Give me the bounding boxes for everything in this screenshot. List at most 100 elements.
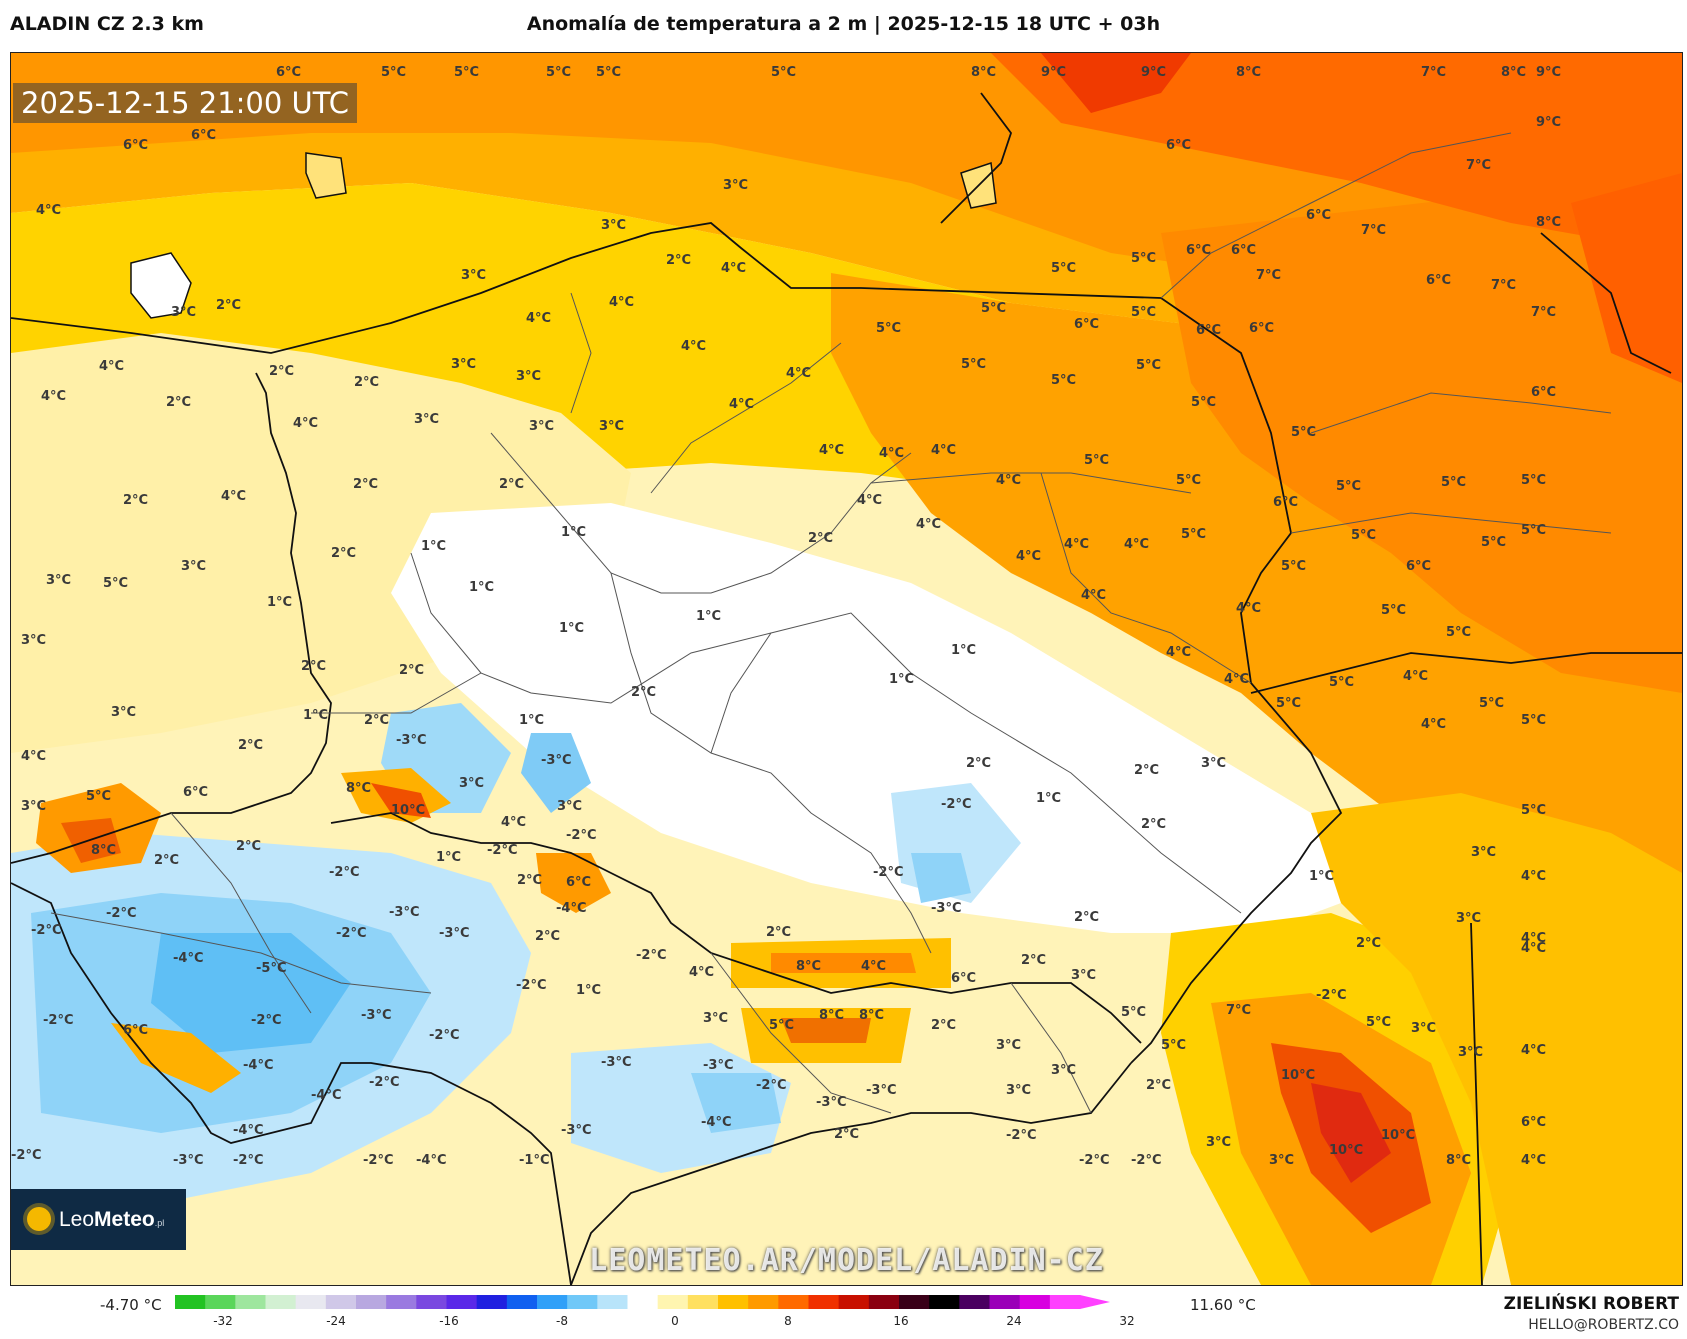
temperature-anomaly-map[interactable]: 2025-12-15 21:00 UTC 6°C 5°C 5°C 5°C 5°C 5°C 8… bbox=[10, 52, 1683, 1286]
temperature-label: 4°C bbox=[1224, 672, 1250, 687]
colorbar-max-label: 11.60 °C bbox=[1190, 1296, 1256, 1314]
temperature-label: 1°C bbox=[559, 621, 585, 636]
temperature-label: -3°C bbox=[173, 1153, 204, 1168]
temperature-label: 5°C bbox=[1521, 713, 1547, 728]
temperature-label: 3°C bbox=[461, 268, 487, 283]
temperature-label: -3°C bbox=[389, 905, 420, 920]
temperature-label: 5°C bbox=[1121, 1005, 1147, 1020]
temperature-label: 1°C bbox=[696, 609, 722, 624]
temperature-label: 8°C bbox=[1236, 65, 1262, 80]
temperature-label: 9°C bbox=[1141, 65, 1167, 80]
temperature-label: 2°C bbox=[766, 925, 792, 940]
temperature-label: 6°C bbox=[1426, 273, 1452, 288]
temperature-label: 5°C bbox=[1329, 675, 1355, 690]
temperature-label: 2°C bbox=[154, 853, 180, 868]
temperature-label: 8°C bbox=[859, 1008, 885, 1023]
temperature-label: 4°C bbox=[1521, 941, 1547, 956]
temperature-label: 2°C bbox=[1356, 936, 1382, 951]
temperature-label: 4°C bbox=[916, 517, 942, 532]
temperature-label: 6°C bbox=[1196, 323, 1222, 338]
temperature-label: -2°C bbox=[756, 1078, 787, 1093]
temperature-label: 3°C bbox=[601, 218, 627, 233]
temperature-label: 6°C bbox=[183, 785, 209, 800]
author-name: ZIELIŃSKI ROBERT bbox=[1503, 1294, 1679, 1314]
temperature-label: 5°C bbox=[1479, 696, 1505, 711]
sun-icon bbox=[27, 1207, 51, 1231]
temperature-label: 7°C bbox=[1361, 223, 1387, 238]
temperature-label: 6°C bbox=[566, 875, 592, 890]
temperature-label: 1°C bbox=[469, 580, 495, 595]
temperature-label: 2°C bbox=[238, 738, 264, 753]
colorbar-segment bbox=[597, 1295, 628, 1309]
author-email: HELLO@ROBERTZ.CO bbox=[1528, 1317, 1679, 1333]
temperature-label: 5°C bbox=[1481, 535, 1507, 550]
temperature-label: 5°C bbox=[1181, 527, 1207, 542]
temperature-label: 6°C bbox=[1186, 243, 1212, 258]
temperature-label: 3°C bbox=[1456, 911, 1482, 926]
temperature-label: 3°C bbox=[414, 412, 440, 427]
temperature-label: -2°C bbox=[11, 1148, 42, 1163]
temperature-label: 5°C bbox=[1366, 1015, 1392, 1030]
temperature-label: 1°C bbox=[1309, 869, 1335, 884]
temperature-label: 5°C bbox=[1521, 473, 1547, 488]
colorbar-arrow-end bbox=[1080, 1295, 1110, 1309]
leometeo-logo[interactable]: LeoMeteo.pl bbox=[11, 1189, 186, 1250]
temperature-label: 2°C bbox=[1074, 910, 1100, 925]
anomaly-field bbox=[11, 53, 1682, 1285]
temperature-label: 6°C bbox=[1074, 317, 1100, 332]
temperature-label: 5°C bbox=[381, 65, 407, 80]
temperature-label: -3°C bbox=[816, 1095, 847, 1110]
colorbar-segment bbox=[386, 1295, 417, 1309]
temperature-label: -3°C bbox=[561, 1123, 592, 1138]
colorbar-tick-label: -32 bbox=[213, 1314, 233, 1328]
temperature-label: 4°C bbox=[1081, 588, 1107, 603]
temperature-label: 5°C bbox=[546, 65, 572, 80]
temperature-label: 4°C bbox=[36, 203, 62, 218]
colorbar-min-label: -4.70 °C bbox=[100, 1296, 162, 1314]
temperature-label: 2°C bbox=[1146, 1078, 1172, 1093]
temperature-label: 9°C bbox=[1536, 65, 1562, 80]
temperature-label: -3°C bbox=[439, 926, 470, 941]
temperature-label: 5°C bbox=[1136, 358, 1162, 373]
temperature-label: 5°C bbox=[981, 301, 1007, 316]
colorbar-segment bbox=[446, 1295, 478, 1309]
temperature-label: -2°C bbox=[487, 843, 518, 858]
colorbar-segment bbox=[687, 1295, 719, 1309]
temperature-label: 5°C bbox=[1131, 305, 1157, 320]
temperature-label: 10°C bbox=[1329, 1143, 1364, 1158]
temperature-label: 4°C bbox=[1016, 549, 1042, 564]
colorbar-segment bbox=[1019, 1295, 1051, 1309]
temperature-label: 6°C bbox=[1406, 559, 1432, 574]
temperature-label: 4°C bbox=[1236, 601, 1262, 616]
temperature-label: -3°C bbox=[396, 733, 427, 748]
temperature-label: -3°C bbox=[866, 1083, 897, 1098]
temperature-label: -2°C bbox=[1006, 1128, 1037, 1143]
temperature-label: 3°C bbox=[21, 799, 47, 814]
temperature-label: 3°C bbox=[1201, 756, 1227, 771]
temperature-label: 3°C bbox=[46, 573, 72, 588]
temperature-label: 2°C bbox=[123, 493, 149, 508]
temperature-label: -2°C bbox=[873, 865, 904, 880]
temperature-label: 4°C bbox=[819, 443, 845, 458]
temperature-label: 1°C bbox=[1036, 791, 1062, 806]
temperature-label: 3°C bbox=[1071, 968, 1097, 983]
colorbar-segment bbox=[356, 1295, 387, 1309]
temperature-label: -3°C bbox=[541, 753, 572, 768]
temperature-label: -4°C bbox=[311, 1088, 342, 1103]
temperature-label: 5°C bbox=[1521, 803, 1547, 818]
temperature-label: 5°C bbox=[1446, 625, 1472, 640]
temperature-label: 2°C bbox=[301, 659, 327, 674]
temperature-label: 4°C bbox=[931, 443, 957, 458]
temperature-label: 3°C bbox=[181, 559, 207, 574]
map-title: Anomalía de temperatura a 2 m | 2025-12-… bbox=[526, 13, 1161, 35]
temperature-label: 4°C bbox=[609, 295, 635, 310]
temperature-label: 5°C bbox=[769, 1018, 795, 1033]
temperature-label: 5°C bbox=[1291, 425, 1317, 440]
temperature-label: 4°C bbox=[99, 359, 125, 374]
temperature-label: 3°C bbox=[1206, 1135, 1232, 1150]
temperature-label: 1°C bbox=[576, 983, 602, 998]
temperature-label: 2°C bbox=[1134, 763, 1160, 778]
temperature-label: 6°C bbox=[123, 138, 149, 153]
temperature-label: 4°C bbox=[879, 446, 905, 461]
temperature-label: 4°C bbox=[1421, 717, 1447, 732]
